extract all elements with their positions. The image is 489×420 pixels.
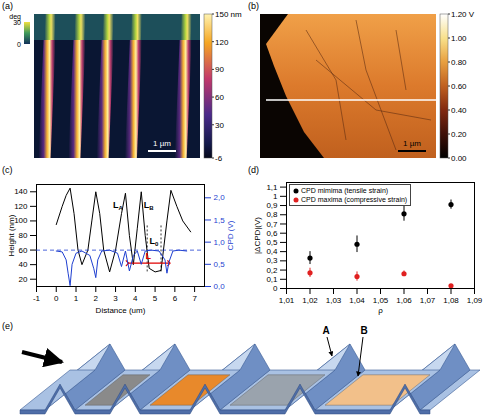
svg-text:|ΔCPD|(V): |ΔCPD|(V) xyxy=(253,217,262,254)
svg-text:Distance (um): Distance (um) xyxy=(96,306,146,315)
svg-text:Height (nm): Height (nm) xyxy=(7,214,16,256)
svg-text:0,9: 0,9 xyxy=(266,201,278,210)
svg-text:1,5: 1,5 xyxy=(214,216,226,225)
svg-text:1.00: 1.00 xyxy=(451,34,467,43)
svg-text:0,8: 0,8 xyxy=(266,210,278,219)
svg-text:-6: -6 xyxy=(215,154,223,163)
svg-text:0,5: 0,5 xyxy=(214,260,226,269)
svg-text:60: 60 xyxy=(215,93,224,102)
svg-text:1.20 V: 1.20 V xyxy=(451,10,475,19)
svg-text:30: 30 xyxy=(215,121,224,130)
svg-text:2,0: 2,0 xyxy=(214,193,226,202)
html-text:(c): (c) xyxy=(2,165,13,175)
svg-text:L: L xyxy=(143,199,150,210)
svg-text:1,04: 1,04 xyxy=(349,296,365,305)
svg-text:150 nm: 150 nm xyxy=(215,10,242,19)
svg-text:7: 7 xyxy=(192,294,197,303)
svg-text:1,03: 1,03 xyxy=(326,296,342,305)
svg-text:0: 0 xyxy=(54,294,59,303)
svg-text:0.80: 0.80 xyxy=(451,58,467,67)
svg-text:B: B xyxy=(149,205,154,211)
svg-text:0,3: 0,3 xyxy=(266,256,278,265)
svg-text:0,2: 0,2 xyxy=(266,266,278,275)
svg-text:CPD (V): CPD (V) xyxy=(226,220,235,250)
svg-text:deg: deg xyxy=(9,13,21,20)
html-text:CPD maxima (compressive strain: CPD maxima (compressive strain) xyxy=(301,196,408,203)
svg-text:90: 90 xyxy=(215,65,224,74)
svg-text:A: A xyxy=(322,325,329,336)
svg-text:0: 0 xyxy=(273,284,278,293)
svg-text:1,07: 1,07 xyxy=(420,296,436,305)
svg-text:60: 60 xyxy=(19,246,28,255)
svg-text:1,0: 1,0 xyxy=(214,238,226,247)
svg-text:1,01: 1,01 xyxy=(279,296,295,305)
svg-text:0,6: 0,6 xyxy=(266,229,278,238)
svg-text:140: 140 xyxy=(14,187,28,196)
svg-text:(e): (e) xyxy=(2,321,13,331)
svg-text:0: 0 xyxy=(17,41,21,48)
svg-text:80: 80 xyxy=(19,231,28,240)
svg-text:0.60: 0.60 xyxy=(451,82,467,91)
svg-text:-1: -1 xyxy=(33,294,41,303)
svg-text:1,09: 1,09 xyxy=(467,296,483,305)
svg-text:120: 120 xyxy=(14,202,28,211)
svg-text:4: 4 xyxy=(133,294,138,303)
svg-text:L: L xyxy=(145,251,151,261)
svg-text:0,4: 0,4 xyxy=(266,247,278,256)
svg-text:1,1: 1,1 xyxy=(266,183,278,192)
html-text:(d): (d) xyxy=(248,165,259,175)
svg-text:A: A xyxy=(119,205,124,211)
svg-text:L: L xyxy=(113,199,119,210)
svg-text:0: 0 xyxy=(155,241,159,247)
svg-text:6: 6 xyxy=(173,294,178,303)
svg-text:2: 2 xyxy=(94,294,99,303)
svg-text:(b): (b) xyxy=(248,1,259,11)
svg-text:0.40: 0.40 xyxy=(451,106,467,115)
svg-text:1: 1 xyxy=(74,294,79,303)
svg-text:20: 20 xyxy=(19,275,28,284)
svg-text:(a): (a) xyxy=(2,1,13,11)
svg-text:100: 100 xyxy=(14,216,28,225)
svg-text:0,0: 0,0 xyxy=(214,282,226,291)
svg-text:B: B xyxy=(360,325,367,336)
svg-text:ρ: ρ xyxy=(378,306,383,315)
html-text:CPD mimima (tensile strain): CPD mimima (tensile strain) xyxy=(301,187,389,194)
svg-text:0,7: 0,7 xyxy=(266,220,278,229)
svg-text:0,1: 0,1 xyxy=(266,275,278,284)
svg-text:1,06: 1,06 xyxy=(396,296,412,305)
svg-text:L: L xyxy=(149,236,156,247)
svg-text:1,02: 1,02 xyxy=(302,296,318,305)
svg-text:0.00: 0.00 xyxy=(451,154,467,163)
svg-text:5: 5 xyxy=(153,294,158,303)
svg-text:1 µm: 1 µm xyxy=(403,139,421,148)
svg-text:0.20: 0.20 xyxy=(451,130,467,139)
svg-text:1,05: 1,05 xyxy=(373,296,389,305)
svg-text:1 µm: 1 µm xyxy=(153,139,171,148)
svg-text:3: 3 xyxy=(113,294,118,303)
svg-text:30: 30 xyxy=(13,19,21,26)
svg-text:120: 120 xyxy=(215,38,229,47)
svg-text:0,5: 0,5 xyxy=(266,238,278,247)
svg-text:1: 1 xyxy=(273,192,278,201)
svg-text:1,08: 1,08 xyxy=(443,296,459,305)
svg-text:40: 40 xyxy=(19,260,28,269)
